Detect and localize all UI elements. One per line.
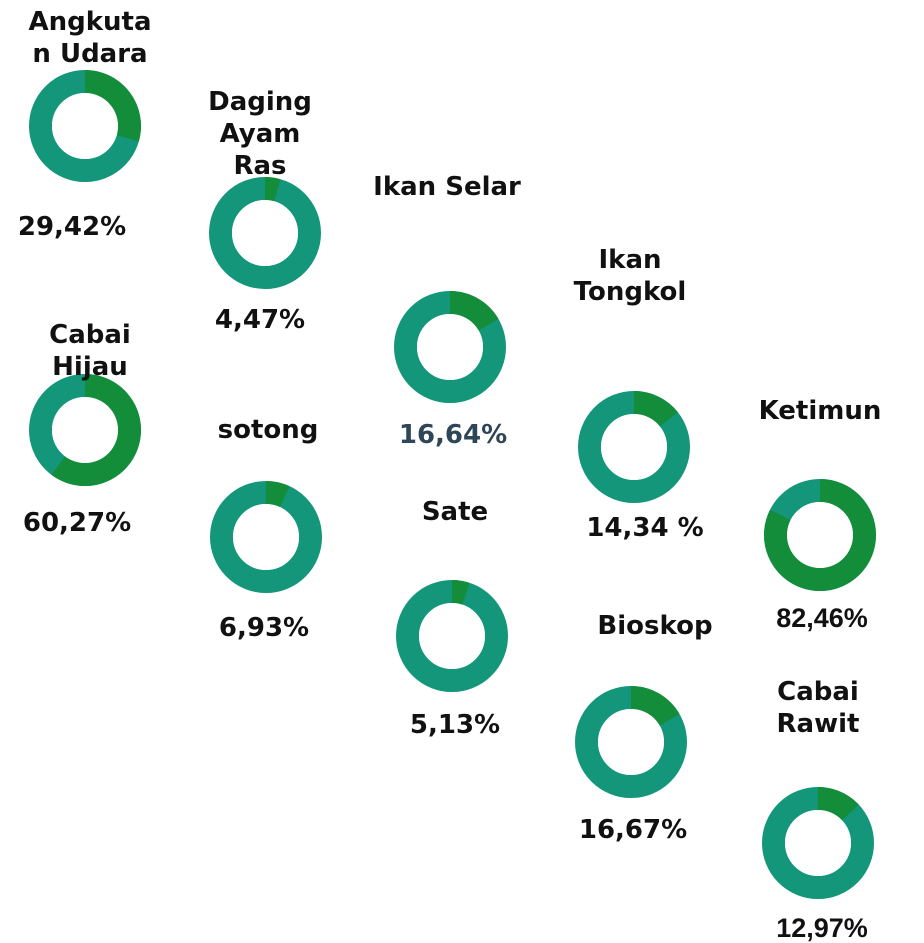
donut-slice — [51, 374, 141, 486]
value-label: 60,27% — [22, 508, 132, 538]
icon-bg — [233, 504, 299, 570]
value-label: 16,64% — [398, 420, 508, 450]
donut-slice — [633, 391, 678, 427]
value-label: 6,93% — [218, 613, 310, 643]
chart-title: sotong — [217, 415, 319, 445]
donut-slice — [817, 787, 859, 821]
chart-title: Cabai Rawit — [776, 677, 860, 739]
chart-title: Angkutan Udara — [28, 7, 152, 69]
donut-slice — [265, 481, 290, 508]
value-label: 14,34 % — [586, 513, 704, 543]
chart-title: Ikan Tongkol — [573, 245, 687, 307]
value-label: 5,13% — [409, 710, 501, 740]
donut-slice — [84, 70, 141, 142]
icon-bg — [419, 603, 485, 669]
icon-bg — [787, 502, 853, 568]
icon-bg — [232, 200, 298, 266]
value-label: 16,67% — [578, 815, 688, 845]
icon-bg — [601, 414, 667, 480]
chart-title: Bioskop — [597, 611, 713, 641]
value-label: 82,46% — [776, 603, 868, 633]
chart-title: Ikan Selar — [373, 172, 521, 202]
icon-bg — [598, 709, 664, 775]
chart-title: Daging Ayam Ras — [208, 87, 312, 181]
value-label: 4,47% — [214, 305, 306, 335]
value-label: 29,42% — [17, 212, 127, 242]
donut-slice — [630, 686, 680, 727]
value-label: 12,97% — [776, 913, 868, 943]
donut-slice — [264, 177, 281, 202]
chart-title: Cabai Hijau — [49, 320, 131, 382]
icon-bg — [417, 314, 483, 380]
donut-slice — [451, 580, 470, 605]
chart-title: Sate — [421, 497, 489, 527]
icon-bg — [52, 93, 118, 159]
donut-slice — [449, 291, 499, 331]
icon-bg — [52, 397, 118, 463]
icon-bg — [785, 810, 851, 876]
chart-title: Ketimun — [758, 396, 882, 426]
donut-slice — [764, 479, 876, 591]
